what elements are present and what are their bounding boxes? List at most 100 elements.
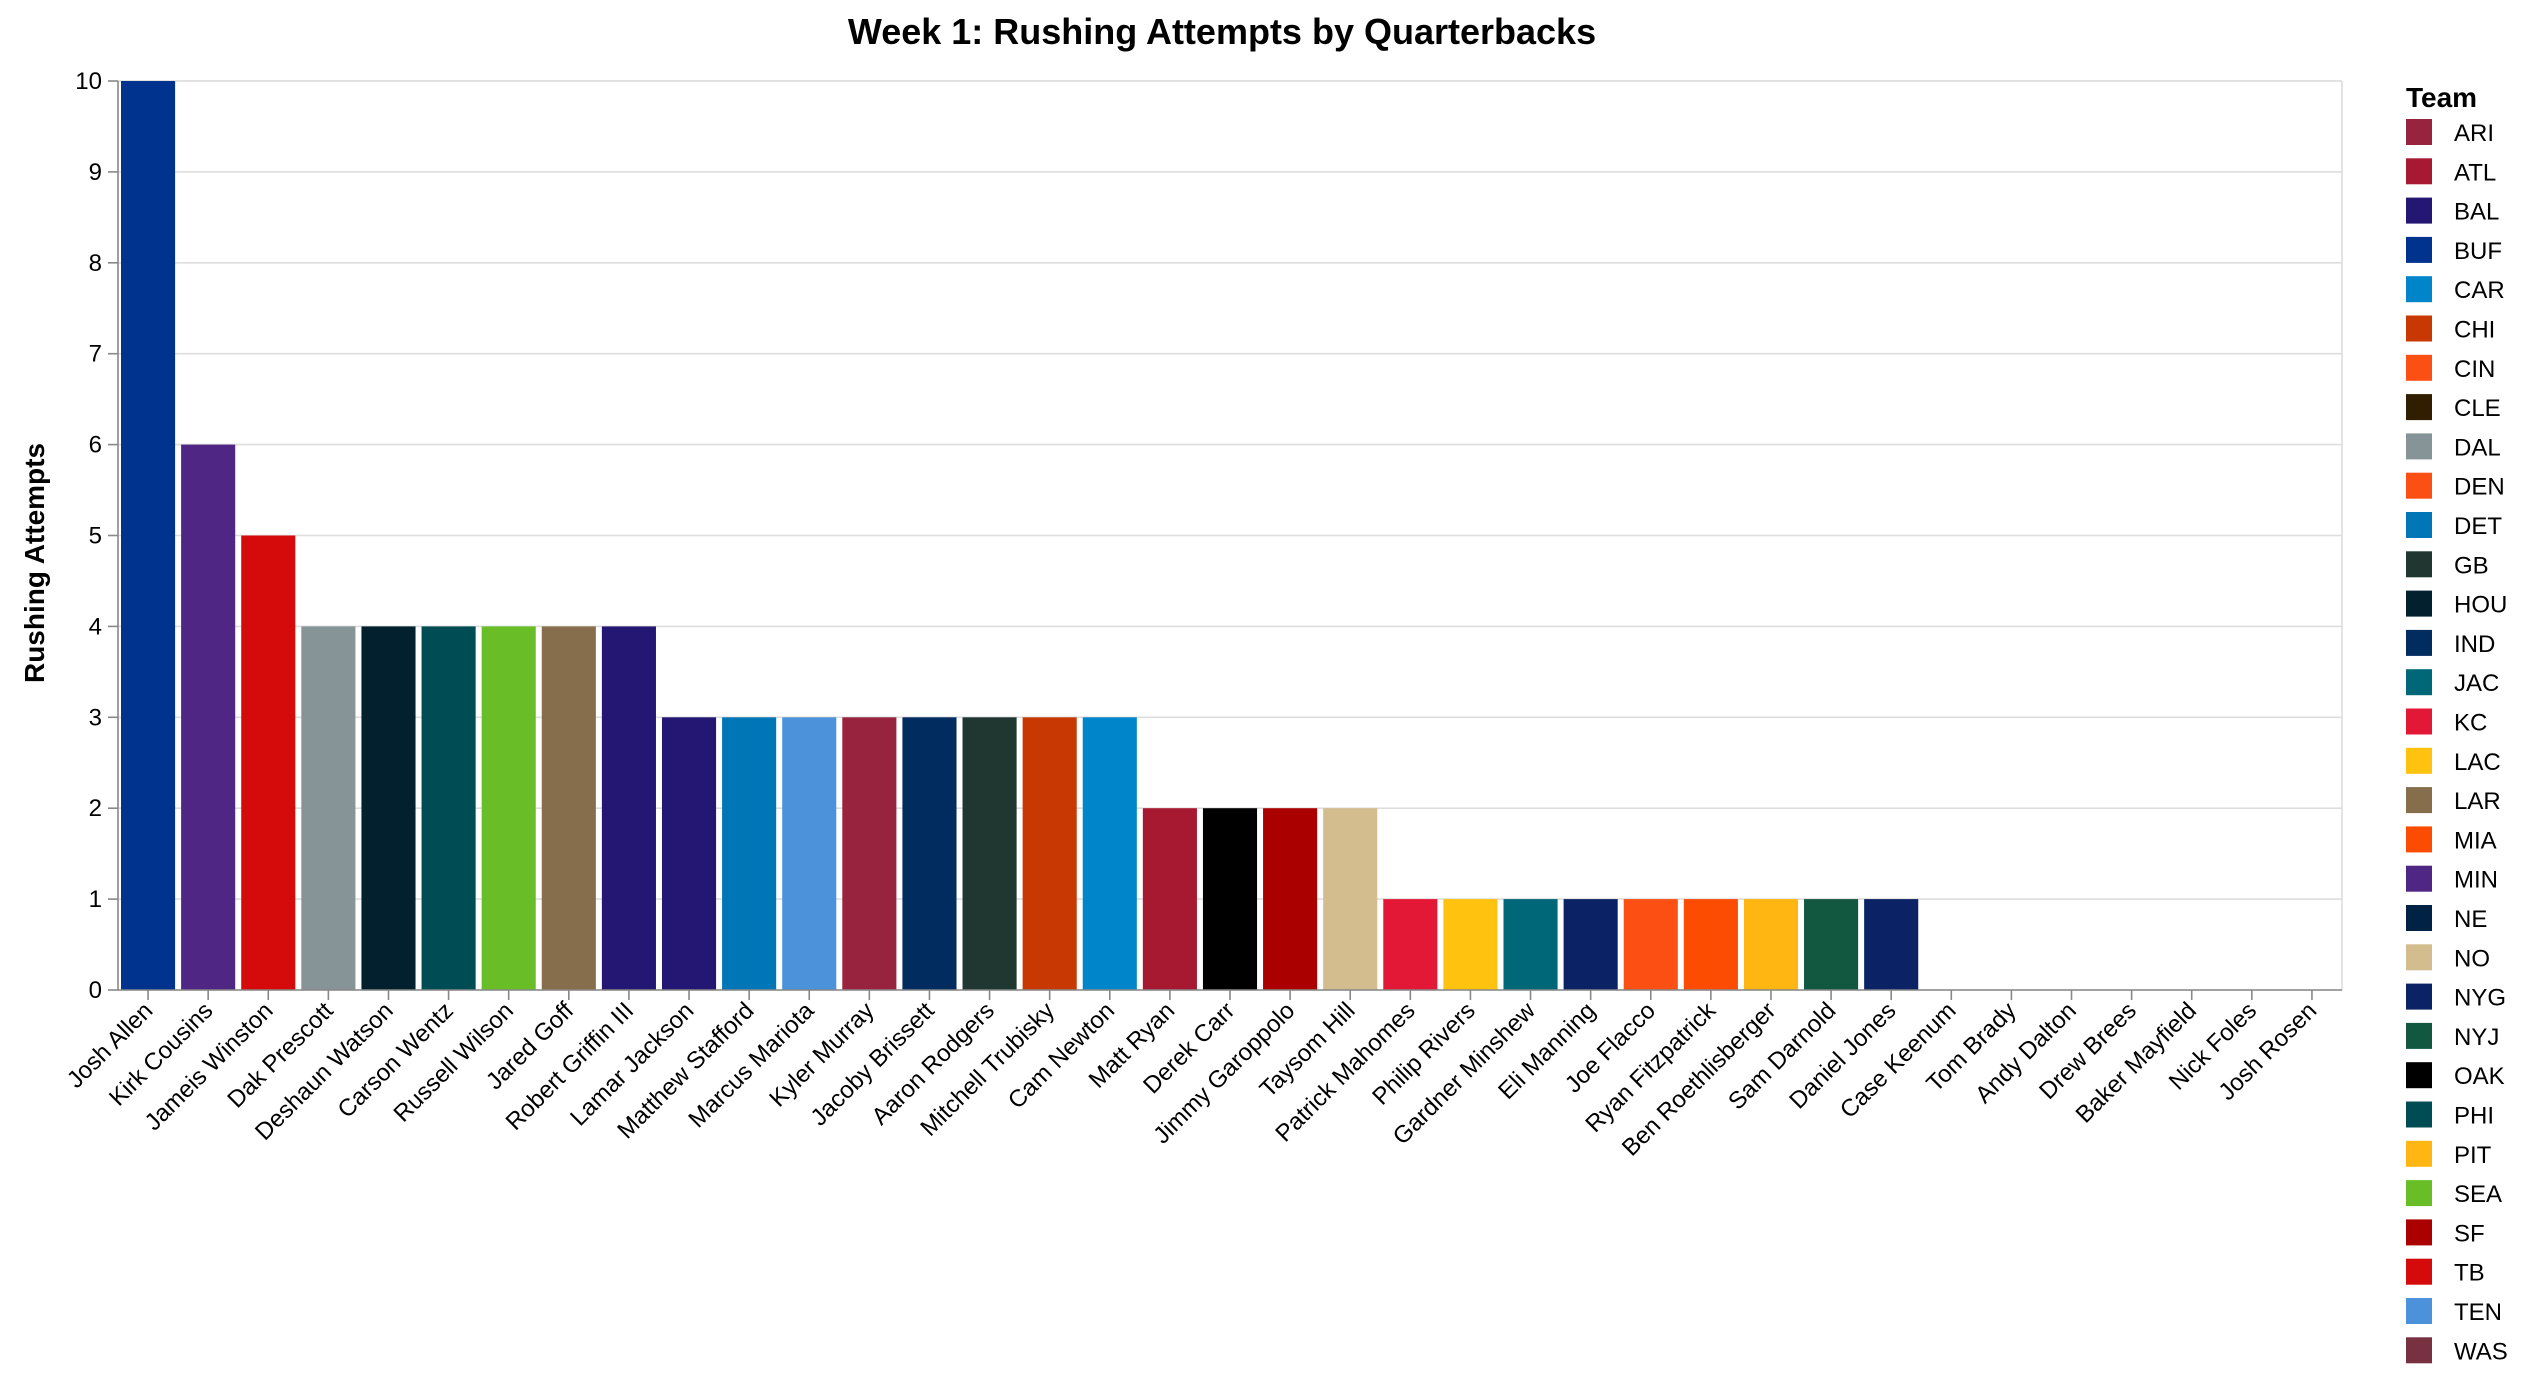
y-tick-label: 7	[89, 341, 102, 368]
legend-swatch	[2406, 590, 2432, 617]
legend-swatch	[2406, 551, 2432, 578]
bar	[1864, 899, 1919, 990]
bar	[121, 81, 176, 990]
bar	[1022, 717, 1077, 990]
bar	[722, 717, 777, 990]
legend-label: CHI	[2454, 317, 2495, 344]
legend-label: NO	[2454, 945, 2490, 972]
legend-swatch	[2406, 669, 2432, 696]
bar	[1383, 899, 1438, 990]
legend-label: PHI	[2454, 1103, 2494, 1130]
bar	[962, 717, 1017, 990]
y-tick-label: 1	[89, 886, 102, 913]
legend-label: HOU	[2454, 592, 2507, 619]
legend-label: DET	[2454, 513, 2502, 540]
bar	[1082, 717, 1137, 990]
bar	[1142, 808, 1197, 990]
legend-swatch	[2406, 1140, 2432, 1167]
legend-label: NE	[2454, 906, 2487, 933]
y-tick-label: 0	[89, 977, 102, 1004]
bar	[782, 717, 837, 990]
y-tick-label: 10	[75, 68, 102, 95]
legend-label: WAS	[2454, 1338, 2508, 1365]
legend-label: DAL	[2454, 434, 2501, 461]
legend-label: MIA	[2454, 827, 2497, 854]
legend-swatch	[2406, 394, 2432, 421]
legend-swatch	[2406, 1258, 2432, 1285]
legend-label: BUF	[2454, 238, 2502, 265]
legend-swatch	[2406, 315, 2432, 342]
bar	[1743, 899, 1799, 990]
legend-label: ARI	[2454, 120, 2494, 147]
legend-swatch	[2406, 826, 2432, 853]
bar	[241, 535, 296, 990]
bar	[902, 717, 957, 990]
legend-title: Team	[2406, 82, 2477, 113]
legend-swatch	[2406, 983, 2432, 1010]
chart-title: Week 1: Rushing Attempts by Quarterbacks	[848, 11, 1596, 52]
legend-label: CLE	[2454, 395, 2501, 422]
legend-label: GB	[2454, 552, 2489, 579]
legend-swatch	[2406, 944, 2432, 971]
legend-swatch	[2406, 708, 2432, 735]
y-axis-title: Rushing Attempts	[19, 443, 50, 683]
legend-label: CAR	[2454, 277, 2505, 304]
bar	[421, 626, 476, 990]
legend-swatch	[2406, 276, 2432, 303]
legend: Team ARI ATL BAL BUF CAR CHI CIN CLE DAL DEN DET GB…	[2406, 82, 2508, 1365]
bar	[601, 626, 656, 990]
legend-label: KC	[2454, 710, 2487, 737]
y-tick-label: 5	[89, 523, 102, 550]
bar	[1623, 899, 1678, 990]
bar	[1202, 808, 1258, 990]
legend-swatch	[2406, 629, 2432, 656]
bar	[481, 626, 536, 990]
legend-swatch	[2406, 905, 2432, 931]
legend-swatch	[2406, 119, 2432, 145]
legend-label: NYJ	[2454, 1024, 2499, 1051]
legend-label: NYG	[2454, 985, 2506, 1012]
legend-swatch	[2406, 865, 2432, 892]
bar	[361, 626, 416, 990]
y-tick-label: 6	[89, 432, 102, 459]
legend-label: SEA	[2454, 1181, 2502, 1208]
legend-swatch	[2406, 1180, 2432, 1207]
legend-label: TB	[2454, 1260, 2485, 1287]
legend-swatch	[2406, 1298, 2432, 1324]
legend-swatch	[2406, 433, 2432, 460]
legend-swatch	[2406, 1101, 2432, 1128]
y-tick-label: 9	[89, 159, 102, 186]
y-tick-label: 8	[89, 250, 102, 277]
bar	[1804, 899, 1859, 990]
legend-swatch	[2406, 787, 2432, 814]
bar	[541, 626, 596, 990]
legend-label: TEN	[2454, 1299, 2502, 1326]
legend-label: PIT	[2454, 1142, 2492, 1169]
bar	[1563, 899, 1618, 990]
bar	[181, 444, 236, 991]
legend-swatch	[2406, 197, 2432, 224]
legend-label: OAK	[2454, 1063, 2505, 1090]
y-tick-label: 2	[89, 795, 102, 822]
legend-label: MIN	[2454, 867, 2498, 894]
legend-swatch	[2406, 1022, 2432, 1049]
bars	[121, 81, 1919, 991]
legend-label: BAL	[2454, 199, 2499, 226]
bar	[301, 626, 356, 990]
y-tick-label: 3	[89, 704, 102, 731]
legend-label: DEN	[2454, 474, 2505, 501]
legend-swatch	[2406, 472, 2432, 499]
bar	[1263, 808, 1318, 990]
bar	[661, 717, 717, 990]
legend-label: JAC	[2454, 670, 2499, 697]
legend-label: SF	[2454, 1220, 2485, 1247]
bar	[1323, 808, 1378, 990]
bar	[1503, 899, 1558, 990]
legend-label: ATL	[2454, 159, 2496, 186]
legend-swatch	[2406, 512, 2432, 538]
legend-label: LAC	[2454, 749, 2501, 776]
bar	[842, 717, 897, 990]
legend-swatch	[2406, 354, 2432, 381]
